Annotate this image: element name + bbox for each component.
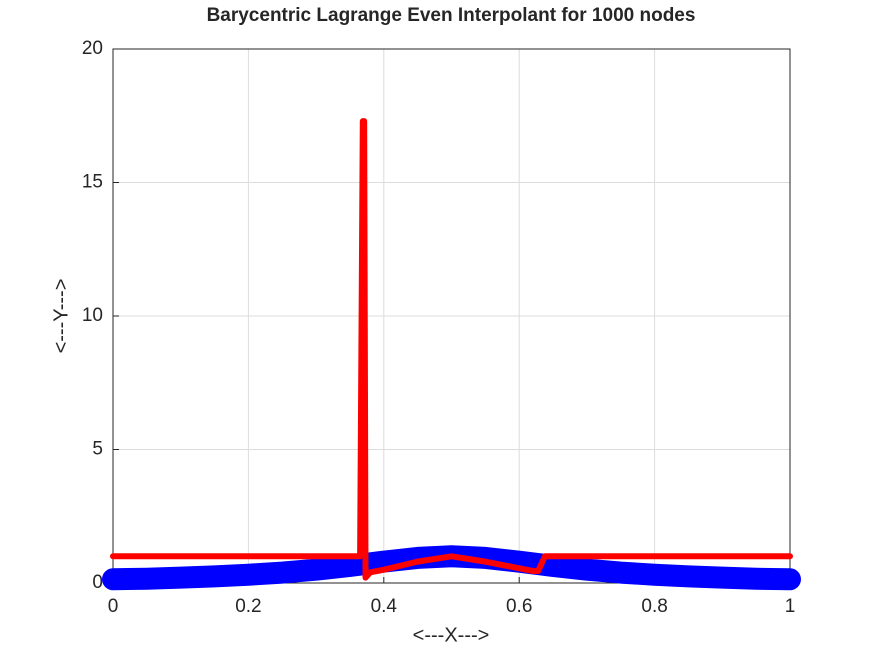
x-tick-label: 0.4 [371,596,398,617]
y-tick-label: 10 [82,305,103,326]
x-tick-label: 0 [108,596,119,617]
y-axis-label: <---Y---> [50,279,72,354]
y-tick-label: 20 [82,38,103,59]
x-tick-label: 0.6 [506,596,532,617]
x-tick-label: 0.8 [641,596,667,617]
x-axis-label: <---X---> [413,624,490,646]
x-tick-label: 1 [785,596,796,617]
y-tick-label: 5 [92,439,103,460]
y-tick-label: 0 [92,572,103,593]
x-tick-label: 0.2 [235,596,261,617]
y-tick-label: 15 [82,172,103,193]
series-line [110,118,793,581]
chart-title: Barycentric Lagrange Even Interpolant fo… [207,5,696,26]
